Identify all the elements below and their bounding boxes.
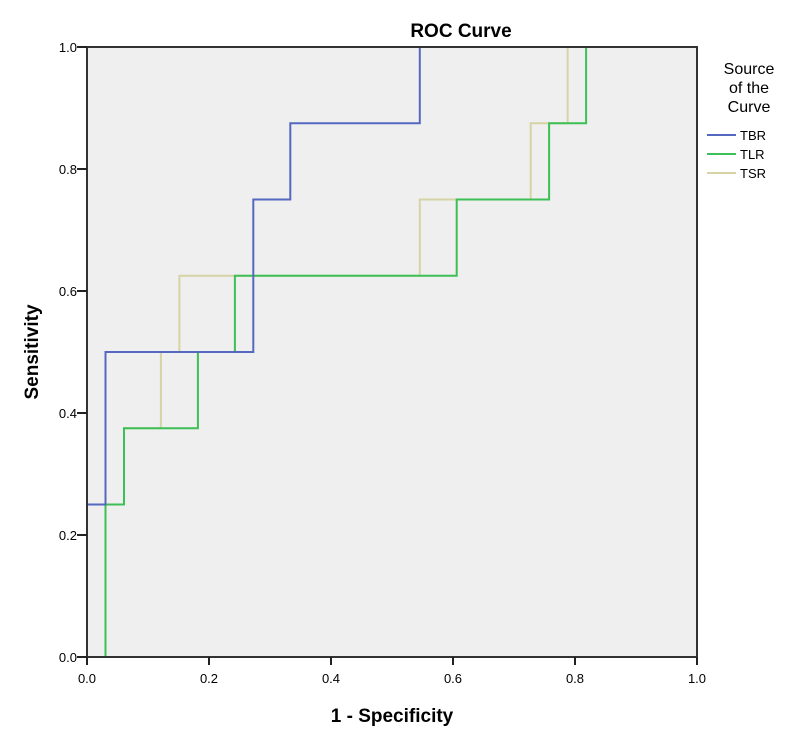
- x-tick-label: 0.8: [566, 671, 584, 686]
- y-tick-label: 0.0: [59, 650, 77, 665]
- y-tick-label: 0.8: [59, 162, 77, 177]
- legend-label-tlr: TLR: [740, 147, 765, 162]
- series-line-tlr: [87, 46, 697, 658]
- legend-title: Curve: [728, 99, 771, 116]
- legend-label-tbr: TBR: [740, 128, 766, 143]
- y-axis-label: Sensitivity: [22, 304, 43, 399]
- legend-label-tsr: TSR: [740, 166, 766, 181]
- plot-frame: [86, 46, 698, 658]
- y-tick-label: 0.2: [59, 528, 77, 543]
- x-tick-label: 0.0: [78, 671, 96, 686]
- legend-title: Source: [724, 61, 775, 78]
- legend: Source of the Curve TBR TLR TSR: [707, 61, 774, 181]
- legend-title: of the: [729, 80, 769, 97]
- x-tick-label: 0.6: [444, 671, 462, 686]
- series-layer: [86, 46, 697, 658]
- x-axis: 0.0 0.2 0.4 0.6 0.8 1.0: [78, 657, 706, 686]
- chart-title: ROC Curve: [410, 21, 511, 42]
- x-tick-label: 1.0: [688, 671, 706, 686]
- series-line-tbr: [86, 46, 697, 657]
- y-tick-label: 1.0: [59, 40, 77, 55]
- x-tick-label: 0.4: [322, 671, 340, 686]
- y-axis: 0.0 0.2 0.4 0.6 0.8 1.0: [59, 40, 87, 665]
- x-axis-label: 1 - Specificity: [331, 706, 454, 727]
- x-tick-label: 0.2: [200, 671, 218, 686]
- y-tick-label: 0.6: [59, 284, 77, 299]
- y-tick-label: 0.4: [59, 406, 77, 421]
